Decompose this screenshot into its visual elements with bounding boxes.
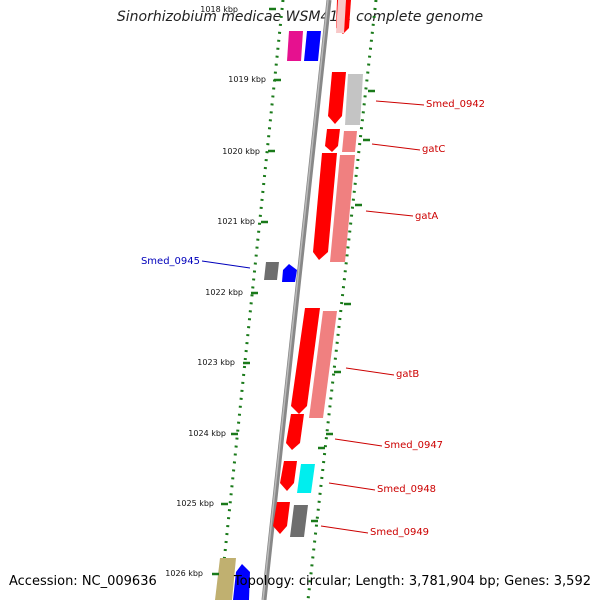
gene-label-smed0948[interactable]: Smed_0948 — [377, 484, 436, 495]
tick-label: 1021 kbp — [217, 217, 255, 226]
gene-label-gata[interactable]: gatA — [415, 211, 438, 222]
tick-label: 1019 kbp — [228, 75, 266, 84]
gene-gatc-red[interactable] — [325, 129, 340, 152]
genome-backbone — [261, 0, 332, 600]
gene-label-connector — [334, 438, 383, 447]
gene-smed0945-blue[interactable] — [282, 264, 297, 282]
gene-smed0945-grey[interactable] — [264, 262, 279, 280]
gene-smed0949-grey[interactable] — [290, 505, 308, 537]
tick-label: 1025 kbp — [176, 499, 214, 508]
tick-label: 1024 kbp — [188, 429, 226, 438]
genome-summary-text: Topology: circular; Length: 3,781,904 bp… — [233, 574, 591, 589]
gene-smed0948-red[interactable] — [280, 461, 297, 491]
gene-labels: Smed_0942 gatC gatA Smed_0945 gatB Smed_0947 S… — [141, 99, 485, 538]
gene-bottom-blue[interactable] — [233, 564, 250, 600]
tick-label: 1026 kbp — [165, 569, 203, 578]
gene-gatb-pink[interactable] — [309, 311, 337, 418]
gene-label-smed0947[interactable]: Smed_0947 — [384, 440, 443, 451]
gene-label-connector — [201, 260, 251, 269]
genome-backbone-highlight — [262, 0, 329, 600]
tick-label: 1020 kbp — [222, 147, 260, 156]
gene-label-gatb[interactable]: gatB — [396, 369, 419, 380]
gene-label-connector — [371, 143, 421, 151]
gene-label-smed0942[interactable]: Smed_0942 — [426, 99, 485, 110]
gene-gatc-pink[interactable] — [342, 131, 357, 152]
gene-label-gatc[interactable]: gatC — [422, 144, 445, 155]
gene-gata-red[interactable] — [313, 153, 337, 260]
gene-smed0942-red[interactable] — [328, 72, 346, 124]
genome-title: Sinorhizobium medicae WSM419, complete g… — [116, 9, 484, 25]
gene-label-connector — [328, 482, 376, 491]
tick-label: 1022 kbp — [205, 288, 243, 297]
gene-magenta-1[interactable] — [287, 31, 303, 61]
gene-label-smed0945[interactable]: Smed_0945 — [141, 256, 200, 267]
gene-gata-pink[interactable] — [330, 155, 355, 262]
gene-smed0947-red[interactable] — [286, 414, 304, 450]
gene-smed0942-grey[interactable] — [345, 74, 363, 125]
gene-smed0948-cyan[interactable] — [297, 464, 315, 493]
gene-label-smed0949[interactable]: Smed_0949 — [370, 527, 429, 538]
gene-gatb-red[interactable] — [291, 308, 320, 414]
accession-text: Accession: NC_009636 — [9, 574, 157, 589]
gene-label-connector — [345, 367, 395, 376]
gene-bottom-olive[interactable] — [215, 558, 236, 600]
gene-smed0949-red[interactable] — [273, 502, 290, 534]
gene-label-connector — [375, 100, 425, 106]
gene-features — [215, 0, 363, 600]
gene-label-connector — [320, 525, 369, 534]
tick-label: 1018 kbp — [200, 5, 238, 14]
gene-blue-1[interactable] — [304, 31, 321, 61]
coordinate-ticks: 1018 kbp 1019 kbp 1020 kbp 1021 kbp 1022 kbp… — [165, 5, 375, 578]
gene-label-connector — [365, 210, 414, 217]
gene-top-partial-pink[interactable] — [336, 0, 346, 33]
tick-label: 1023 kbp — [197, 358, 235, 367]
